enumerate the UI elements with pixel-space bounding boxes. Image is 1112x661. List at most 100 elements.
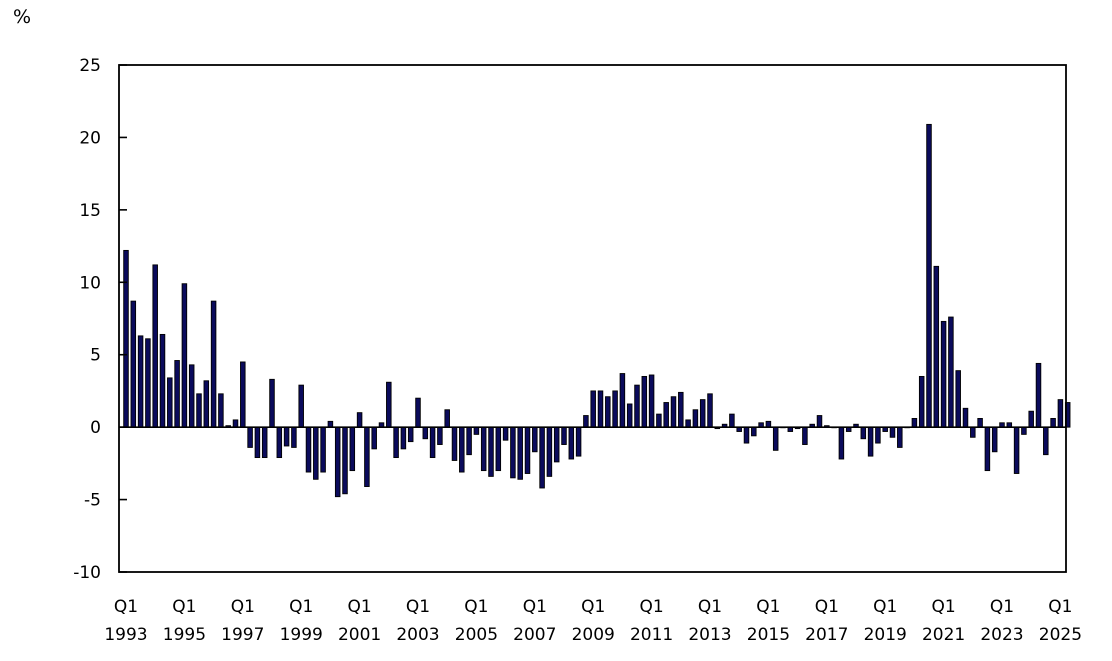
bar <box>678 391 684 428</box>
x-tick-label-year: 2019 <box>864 625 907 645</box>
bar <box>305 426 312 473</box>
bar <box>816 415 823 428</box>
bar <box>889 426 896 438</box>
bar <box>641 375 648 428</box>
x-tick-label-quarter: Q1 <box>289 597 313 617</box>
bar <box>524 426 531 474</box>
bar <box>962 407 969 428</box>
bar <box>313 426 319 480</box>
bar <box>663 402 669 428</box>
bar <box>502 426 509 441</box>
x-tick-label-year: 2007 <box>513 625 556 645</box>
bar <box>597 390 604 428</box>
bar <box>955 370 961 428</box>
x-tick-label-year: 1999 <box>280 625 323 645</box>
bar <box>619 373 626 428</box>
bar <box>539 426 545 489</box>
bar <box>970 426 976 438</box>
x-tick-label-year: 2005 <box>455 625 498 645</box>
bar <box>261 426 268 459</box>
bar <box>699 399 706 428</box>
bar <box>473 426 480 435</box>
bar <box>510 426 516 479</box>
x-tick-label-year: 2001 <box>338 625 381 645</box>
bar <box>561 426 567 445</box>
bar <box>276 426 283 459</box>
bar <box>765 420 772 428</box>
bar <box>495 426 502 472</box>
bar <box>802 426 808 445</box>
bar <box>444 409 450 428</box>
bar <box>407 426 414 443</box>
bar <box>254 426 261 459</box>
y-tick-label: 10 <box>79 273 101 293</box>
x-tick-label-year: 1995 <box>163 625 206 645</box>
x-tick-label-quarter: Q1 <box>114 597 138 617</box>
bar <box>729 413 735 428</box>
bar <box>670 396 677 428</box>
bar <box>590 390 596 428</box>
bar <box>334 426 341 498</box>
bar <box>371 426 377 450</box>
x-tick-label-quarter: Q1 <box>639 597 663 617</box>
bar <box>772 426 779 451</box>
x-tick-label-quarter: Q1 <box>1048 597 1072 617</box>
x-tick-label-quarter: Q1 <box>698 597 722 617</box>
x-tick-label-year: 2013 <box>688 625 731 645</box>
bar <box>1028 410 1034 428</box>
y-tick-label: 15 <box>79 201 101 221</box>
bar <box>1013 426 1020 474</box>
x-tick-label-year: 2023 <box>980 625 1023 645</box>
bar <box>480 426 487 472</box>
y-tick-label: -5 <box>84 491 101 511</box>
bar <box>1043 426 1049 456</box>
x-tick-label-quarter: Q1 <box>990 597 1014 617</box>
bar <box>203 380 210 428</box>
bar <box>583 415 589 428</box>
x-tick-label-quarter: Q1 <box>406 597 430 617</box>
bar <box>218 393 224 428</box>
x-tick-label-quarter: Q1 <box>172 597 196 617</box>
bar <box>232 419 239 428</box>
bar <box>940 320 947 428</box>
bar <box>933 265 940 428</box>
bar <box>977 418 983 428</box>
x-tick-label-year: 2025 <box>1039 625 1082 645</box>
bar <box>634 384 640 428</box>
x-tick-label-year: 1993 <box>104 625 147 645</box>
plot-frame <box>118 64 1067 573</box>
bar <box>386 381 392 428</box>
bar <box>1057 399 1064 428</box>
bar <box>553 426 560 463</box>
bar <box>692 409 699 428</box>
bar <box>575 426 582 457</box>
x-tick-label-quarter: Q1 <box>815 597 839 617</box>
bar <box>269 378 275 428</box>
bar <box>320 426 326 473</box>
y-tick-label: 5 <box>90 346 101 366</box>
bar <box>466 426 472 456</box>
bar <box>196 393 202 428</box>
bar <box>422 426 429 440</box>
bar <box>918 375 925 428</box>
bar <box>612 390 618 428</box>
bar <box>400 426 407 450</box>
x-tick-label-quarter: Q1 <box>347 597 371 617</box>
bar <box>145 338 151 428</box>
y-tick-label: 25 <box>79 56 101 76</box>
x-tick-label-year: 2015 <box>747 625 790 645</box>
bar <box>181 283 188 428</box>
bar <box>984 426 991 472</box>
bar <box>159 333 166 428</box>
bar <box>743 426 750 444</box>
bar <box>626 403 633 428</box>
bar <box>451 426 458 461</box>
bar <box>123 249 129 428</box>
bar <box>488 426 494 477</box>
bar-series <box>123 123 1071 498</box>
bar <box>327 420 334 428</box>
bar <box>532 426 538 453</box>
y-tick-label: -10 <box>73 563 101 583</box>
bar <box>1021 426 1027 435</box>
